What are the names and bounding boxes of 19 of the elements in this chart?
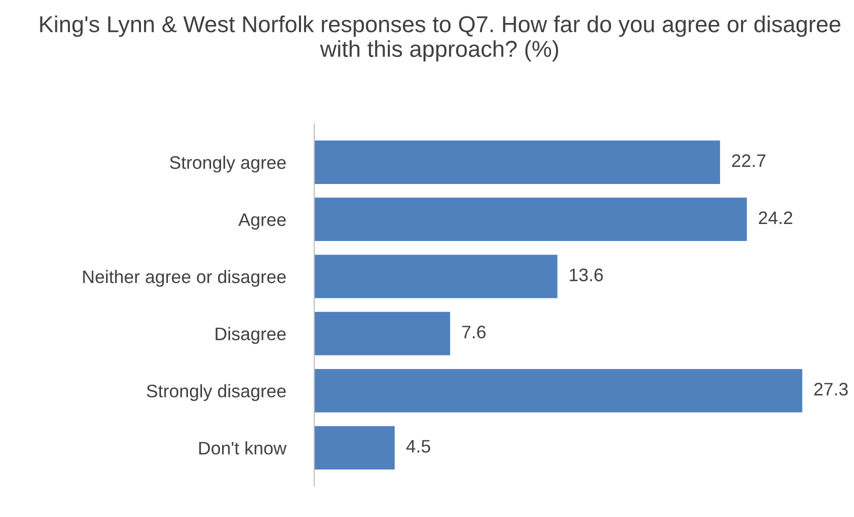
bar [314, 254, 558, 298]
bar [314, 198, 747, 242]
data-label: 22.7 [732, 154, 766, 167]
data-label: 7.6 [462, 326, 486, 338]
bar [314, 312, 450, 356]
y-tick-label: Neither agree or disagree [83, 270, 286, 287]
data-label: 24.2 [758, 211, 792, 224]
y-tick-label: Strongly agree [170, 156, 286, 173]
bar [314, 426, 395, 470]
data-label: 4.5 [406, 440, 430, 453]
y-tick-label: Disagree [216, 327, 286, 344]
bar [314, 369, 802, 412]
y-tick-label: Agree [238, 213, 286, 230]
data-label: 13.6 [570, 268, 603, 282]
chart-title: King's Lynn & West Norfolk responses to Q7. How far do you agree or disagree with this approach? (%) [40, 16, 840, 62]
bar [314, 140, 720, 184]
y-tick-label: Strongly disagree [146, 384, 286, 401]
data-label: 27.3 [814, 382, 848, 396]
y-tick-label: Don't know [199, 441, 287, 455]
